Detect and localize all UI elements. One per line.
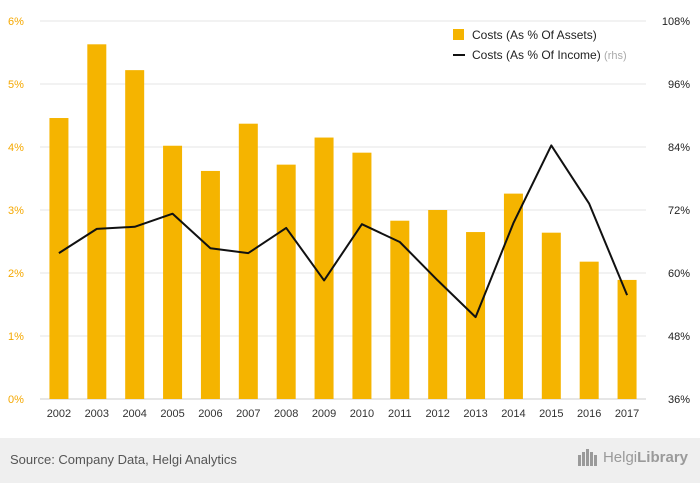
x-tick-label: 2013	[463, 408, 487, 420]
helgi-library-logo[interactable]: HelgiLibrary	[577, 447, 688, 467]
legend-swatch-bar	[453, 29, 464, 40]
logo-text-regular: Helgi	[602, 448, 638, 466]
bar	[238, 123, 258, 399]
y-right-tick-label: 48%	[668, 331, 690, 343]
x-tick-label: 2004	[122, 408, 146, 420]
y-right-tick-label: 108%	[662, 16, 690, 28]
x-tick-label: 2012	[425, 408, 449, 420]
y-left-tick-label: 5%	[8, 79, 24, 91]
source-text: Source: Company Data, Helgi Analytics	[10, 452, 237, 467]
bar	[579, 261, 599, 399]
y-right-tick-label: 72%	[668, 205, 690, 217]
bar	[503, 193, 523, 399]
x-tick-label: 2010	[350, 408, 374, 420]
x-tick-label: 2008	[274, 408, 298, 420]
x-tick-label: 2014	[501, 408, 525, 420]
y-left-tick-label: 1%	[8, 331, 24, 343]
bar	[428, 210, 448, 399]
x-tick-label: 2005	[160, 408, 184, 420]
line-series	[58, 144, 629, 319]
logo-text: HelgiLibrary	[603, 449, 688, 466]
y-right-tick-label: 60%	[668, 268, 690, 280]
bar	[87, 44, 107, 400]
bar	[314, 137, 334, 400]
y-left-tick-label: 0%	[8, 394, 24, 406]
y-left-tick-label: 3%	[8, 205, 24, 217]
bar	[541, 232, 561, 399]
x-tick-label: 2017	[615, 408, 639, 420]
bar	[200, 170, 220, 399]
library-logo-icon	[577, 449, 597, 466]
y-right-tick-label: 84%	[668, 142, 690, 154]
x-tick-label: 2016	[577, 408, 601, 420]
x-tick-label: 2015	[539, 408, 563, 420]
bar	[352, 152, 372, 399]
x-tick-label: 2006	[198, 408, 222, 420]
y-left-tick-label: 6%	[8, 16, 24, 28]
legend-label-line: Costs (As % Of Income) (rhs)	[472, 48, 627, 62]
y-left-tick-label: 4%	[8, 142, 24, 154]
y-right-tick-label: 96%	[668, 79, 690, 91]
bar	[125, 70, 145, 399]
x-tick-label: 2011	[388, 408, 412, 420]
legend-label-bar: Costs (As % Of Assets)	[472, 28, 597, 42]
bar	[163, 145, 183, 399]
x-tick-label: 2003	[85, 408, 109, 420]
x-tick-label: 2002	[47, 408, 71, 420]
chart-svg: 0% 36% 1% 48% 2% 60% 3% 72% 4% 84% 5% 96% 6% 108% 2002…	[8, 16, 690, 420]
y-left-tick-label: 2%	[8, 268, 24, 280]
footer-bar: Source: Company Data, Helgi Analytics He…	[0, 438, 700, 483]
x-tick-label: 2009	[312, 408, 336, 420]
legend-rhs-note: (rhs)	[604, 50, 627, 62]
bar	[390, 220, 410, 399]
bar	[49, 118, 69, 400]
logo-text-bold: Library	[637, 448, 688, 466]
x-tick-label: 2007	[236, 408, 260, 420]
bar	[276, 164, 296, 399]
bar	[617, 279, 637, 399]
y-right-tick-label: 36%	[668, 394, 690, 406]
